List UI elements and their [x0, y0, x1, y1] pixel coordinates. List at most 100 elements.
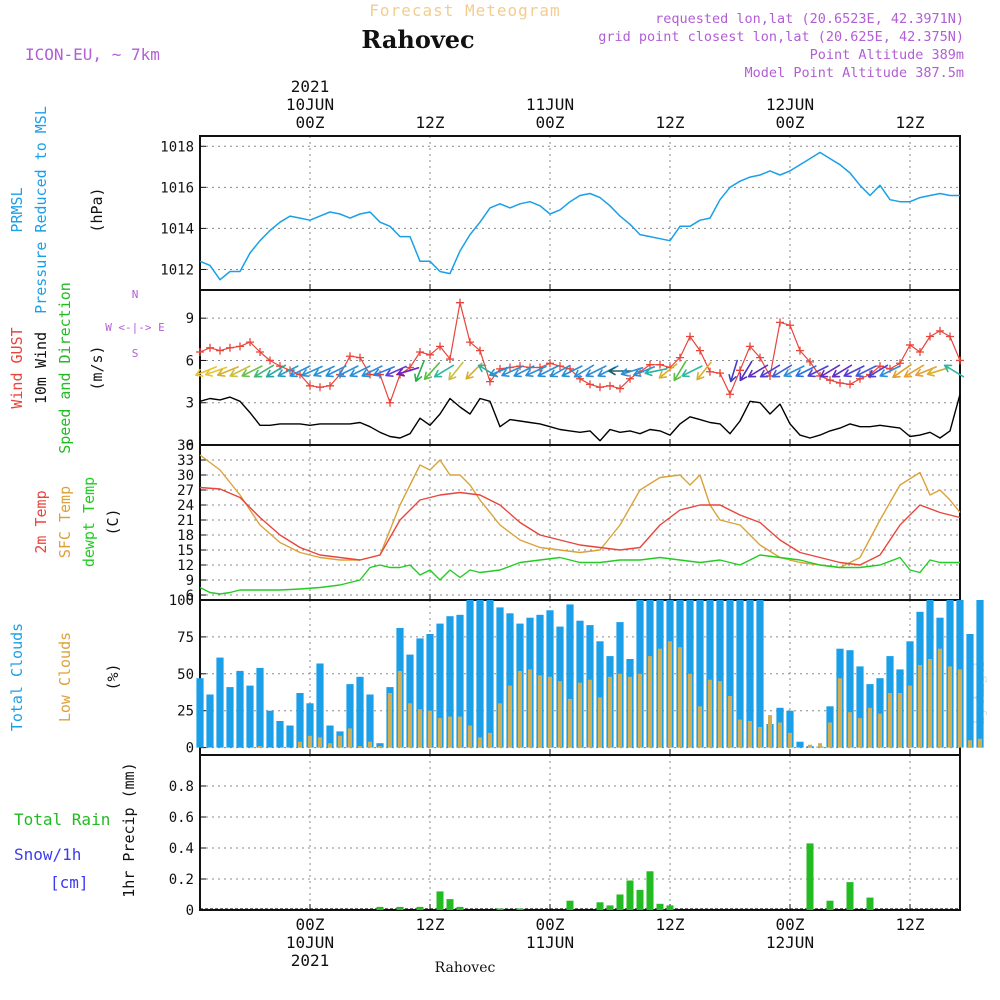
temp2m-line [199, 486, 961, 566]
low-cloud-bar [368, 741, 372, 748]
low-cloud-bar [848, 712, 852, 748]
y-tick-label: 15 [177, 543, 194, 559]
wind-direction-arrow [943, 364, 965, 378]
rain-bar [666, 905, 674, 910]
rain-bar [566, 900, 574, 910]
gust-marker [596, 383, 604, 392]
footer-location: Rahovec [435, 960, 496, 976]
low-cloud-bar [428, 710, 432, 748]
rain-bar [396, 906, 404, 910]
pressure-label-prmsl: PRMSL [8, 187, 26, 232]
low-cloud-bar [748, 721, 752, 748]
gust-marker [706, 367, 714, 376]
y-tick-label: 50 [177, 667, 194, 683]
pressure-panel: PRMSL Pressure Reduced to MSL (hPa) 1012… [8, 106, 961, 314]
low-cloud-bar [588, 679, 592, 748]
total-cloud-bar [856, 666, 864, 748]
total-cloud-bar [706, 600, 714, 748]
rain-bar [436, 891, 444, 910]
wind-unit: (m/s) [88, 345, 106, 390]
gust-marker [876, 362, 884, 371]
y-tick-label: 30 [177, 468, 194, 484]
top-time-label: 12Z [896, 113, 925, 132]
total-cloud-bar [506, 613, 514, 748]
wind-direction-arrow [739, 360, 753, 382]
gust-marker [696, 346, 704, 355]
total-cloud-bar [976, 600, 984, 748]
time-label: 12JUN [766, 933, 814, 952]
rain-bar [826, 900, 834, 910]
total-clouds-label: Total Clouds [8, 623, 26, 731]
wind-direction-arrow [549, 364, 571, 378]
low-cloud-bar [908, 685, 912, 748]
low-cloud-bar [558, 681, 562, 748]
point-altitude: Point Altitude 389m [810, 47, 964, 63]
top-time-label: 00Z [776, 113, 805, 132]
y-tick-label: 1016 [160, 180, 194, 196]
compass-west-east: W <-|-> E [105, 321, 165, 334]
y-tick-label: 0 [186, 903, 194, 919]
temp-dewpt-label: dewpt Temp [80, 477, 98, 567]
gust-marker [346, 352, 354, 361]
time-label: 2021 [291, 951, 330, 970]
gust-marker [426, 350, 434, 359]
low-cloud-bar [978, 738, 982, 748]
total-cloud-bar [596, 641, 604, 748]
total-cloud-bar [226, 687, 234, 748]
low-cloud-bar [878, 713, 882, 748]
total-cloud-bar [286, 725, 294, 748]
wind-direction-arrow [489, 366, 511, 377]
gust-marker [256, 348, 264, 356]
top-time-label: 00Z [536, 113, 565, 132]
y-tick-label: 6 [186, 353, 194, 369]
low-cloud-bar [868, 707, 872, 748]
total-cloud-bar [296, 693, 304, 748]
total-cloud-bar [726, 600, 734, 748]
low-cloud-bar [658, 648, 662, 748]
low-cloud-bar [688, 673, 692, 748]
total-cloud-bar [196, 678, 204, 748]
total-cloud-bar [496, 607, 504, 748]
gust-marker [806, 357, 814, 366]
gust-marker [906, 340, 914, 349]
low-cloud-bar [348, 728, 352, 748]
gust-marker [246, 338, 254, 347]
total-cloud-bar [256, 667, 264, 748]
gust-marker [206, 343, 214, 352]
wind-direction-arrow [771, 364, 793, 378]
top-time-label: 12JUN [766, 95, 814, 114]
wind-direction-arrow [253, 364, 275, 378]
gust-marker [646, 360, 654, 369]
y-tick-label: 0 [186, 741, 194, 757]
total-cloud-bar [756, 600, 764, 748]
temp-unit: (C) [104, 508, 122, 535]
low-cloud-bar [308, 735, 312, 748]
gust-marker [436, 342, 444, 351]
rain-bar [846, 882, 854, 910]
low-cloud-bar [808, 744, 812, 748]
y-tick-label: 0.6 [169, 810, 194, 826]
panel-frame [199, 754, 961, 911]
rain-bar [636, 889, 644, 910]
total-cloud-bar [876, 678, 884, 748]
low-cloud-bar [498, 703, 502, 748]
low-cloud-bar [838, 678, 842, 748]
wind-direction-arrow [658, 363, 678, 379]
wind-direction-arrow [879, 365, 901, 378]
low-cloud-bar [548, 676, 552, 748]
time-label: 10JUN [286, 933, 334, 952]
time-label: 12Z [416, 915, 445, 934]
gust-marker [196, 348, 204, 356]
low-cloud-bar [568, 698, 572, 748]
total-cloud-bar [746, 600, 754, 748]
rain-bar [646, 871, 654, 911]
low-cloud-bar [968, 740, 972, 748]
product-title: Forecast Meteogram [369, 1, 560, 20]
wind-gust-label: Wind GUST [8, 327, 26, 408]
wind-direction-arrow [195, 366, 217, 377]
rain-bar [516, 908, 524, 910]
gust-marker [826, 376, 834, 385]
y-tick-label: 0.8 [169, 779, 194, 795]
low-cloud-bar [928, 659, 932, 748]
total-cloud-bar [306, 703, 314, 748]
